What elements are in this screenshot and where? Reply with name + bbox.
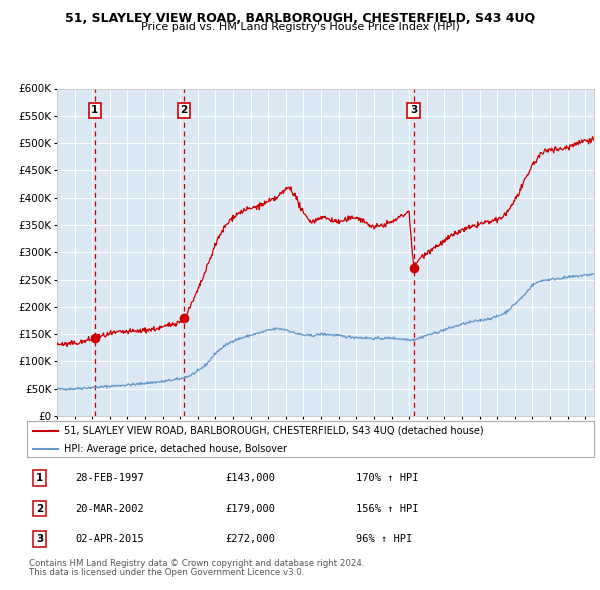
Text: 1: 1 <box>36 473 43 483</box>
Text: 51, SLAYLEY VIEW ROAD, BARLBOROUGH, CHESTERFIELD, S43 4UQ (detached house): 51, SLAYLEY VIEW ROAD, BARLBOROUGH, CHES… <box>64 426 484 436</box>
Text: £179,000: £179,000 <box>226 504 275 513</box>
Text: 20-MAR-2002: 20-MAR-2002 <box>75 504 144 513</box>
Text: HPI: Average price, detached house, Bolsover: HPI: Average price, detached house, Bols… <box>64 444 287 454</box>
Text: 96% ↑ HPI: 96% ↑ HPI <box>356 534 412 544</box>
Text: £143,000: £143,000 <box>226 473 275 483</box>
Text: 2: 2 <box>36 504 43 513</box>
Text: £272,000: £272,000 <box>226 534 275 544</box>
Text: 3: 3 <box>410 106 417 115</box>
Text: 1: 1 <box>91 106 98 115</box>
Text: 02-APR-2015: 02-APR-2015 <box>75 534 144 544</box>
Text: Contains HM Land Registry data © Crown copyright and database right 2024.: Contains HM Land Registry data © Crown c… <box>29 559 364 568</box>
Text: 170% ↑ HPI: 170% ↑ HPI <box>356 473 418 483</box>
Text: This data is licensed under the Open Government Licence v3.0.: This data is licensed under the Open Gov… <box>29 568 304 577</box>
Text: 51, SLAYLEY VIEW ROAD, BARLBOROUGH, CHESTERFIELD, S43 4UQ: 51, SLAYLEY VIEW ROAD, BARLBOROUGH, CHES… <box>65 12 535 25</box>
Text: 3: 3 <box>36 534 43 544</box>
Text: 156% ↑ HPI: 156% ↑ HPI <box>356 504 418 513</box>
Text: 28-FEB-1997: 28-FEB-1997 <box>75 473 144 483</box>
Text: 2: 2 <box>181 106 188 115</box>
Text: Price paid vs. HM Land Registry's House Price Index (HPI): Price paid vs. HM Land Registry's House … <box>140 22 460 32</box>
